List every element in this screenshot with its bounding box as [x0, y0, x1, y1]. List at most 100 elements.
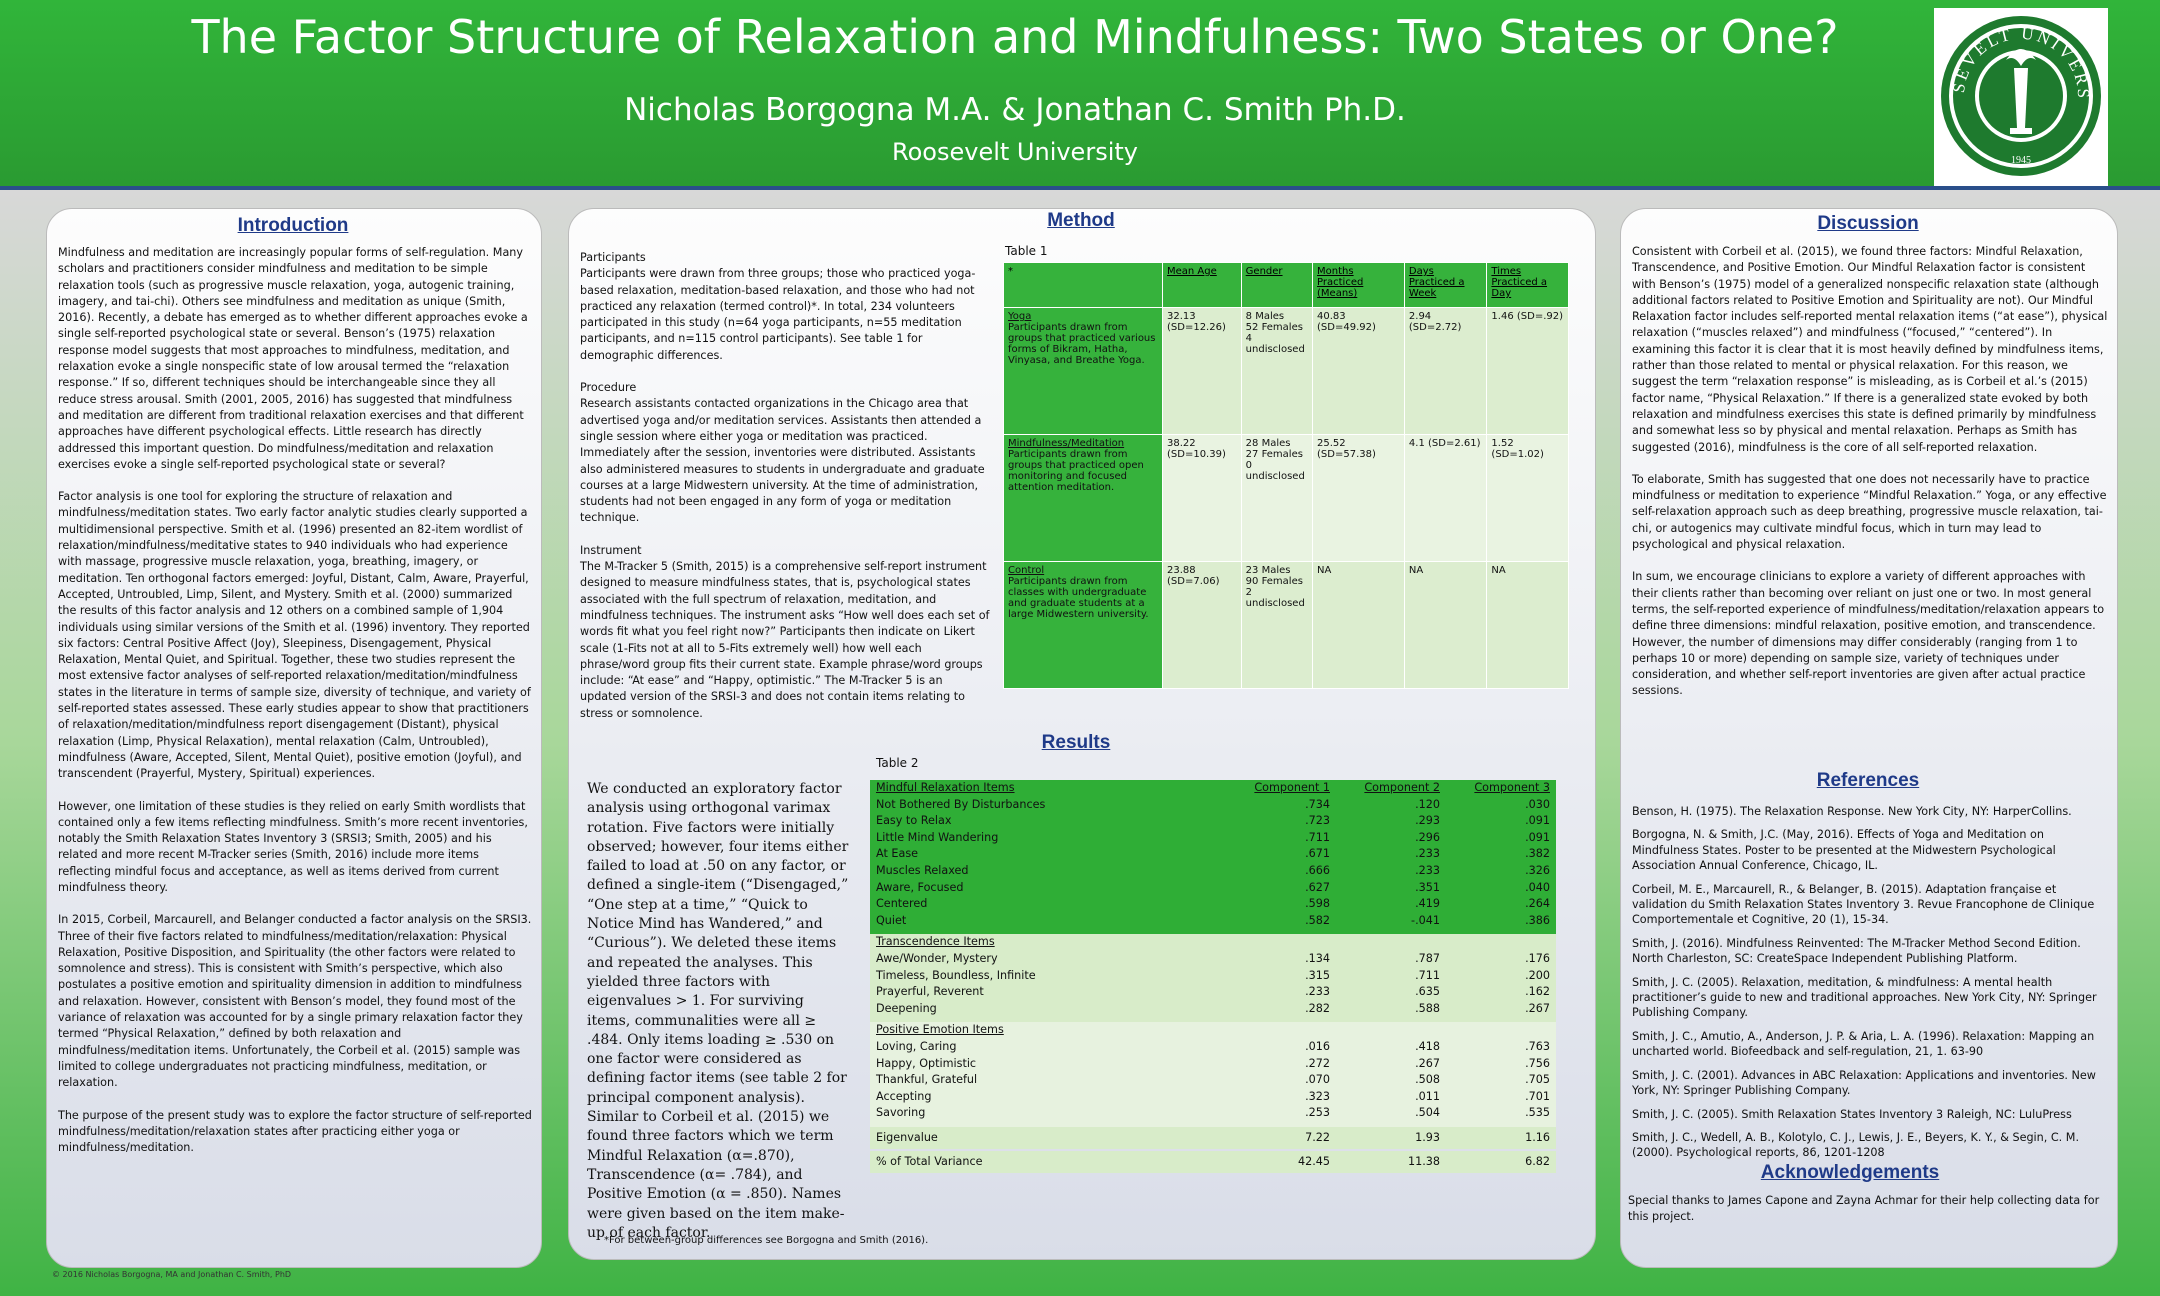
- row-title: Control: [1008, 565, 1045, 576]
- table-cell: Quiet: [870, 912, 1226, 930]
- table-cell: 7.22: [1226, 1126, 1336, 1149]
- table-cell: .598: [1226, 896, 1336, 913]
- table-cell: .711: [1336, 967, 1446, 985]
- introduction-text: Mindfulness and meditation are increasin…: [58, 245, 534, 1172]
- table-cell: 1.93: [1336, 1126, 1446, 1149]
- table-cell: .711: [1226, 829, 1336, 847]
- discussion-text: Consistent with Corbeil et al. (2015), w…: [1632, 244, 2108, 716]
- university-seal-icon: ROOSEVELT UNIVERSITY 1945: [1926, 0, 2101, 176]
- table-cell: Deepening: [870, 1000, 1226, 1018]
- table-cell: .016: [1226, 1038, 1336, 1056]
- table-cell: 23.88 (SD=7.06): [1162, 561, 1242, 689]
- instrument-heading: Instrument: [580, 543, 642, 557]
- logo-year: 1945: [2011, 155, 2031, 166]
- table-cell: .091: [1446, 813, 1556, 830]
- reference-item: Smith, J. (2016). Mindfulness Reinvented…: [1632, 936, 2081, 966]
- table-row: Control Participants drawn from classes w…: [1003, 561, 1569, 689]
- table-cell: .723: [1226, 813, 1336, 830]
- table-cell: 40.83 (SD=49.92): [1312, 307, 1405, 435]
- table-cell: Muscles Relaxed: [870, 862, 1226, 880]
- intro-paragraph: Factor analysis is one tool for explorin…: [58, 490, 531, 781]
- table-cell: Little Mind Wandering: [870, 829, 1226, 847]
- table-cell: Prayerful, Reverent: [870, 984, 1226, 1001]
- table-row: Mindfulness/Meditation Participants drawn…: [1003, 434, 1569, 562]
- table-cell: Eigenvalue: [870, 1126, 1226, 1149]
- table-cell: 1.52 (SD=1.02): [1486, 434, 1569, 562]
- table-row: Awe/Wonder, Mystery .134.787.176: [870, 950, 1556, 968]
- table-cell: Easy to Relax: [870, 813, 1226, 830]
- table-cell: 8 Males 52 Females 4 undisclosed: [1240, 307, 1314, 435]
- table-row: % of Total Variance 42.45 11.38 6.82: [870, 1150, 1556, 1173]
- results-text: We conducted an exploratory factor analy…: [587, 781, 849, 1241]
- table-cell: 42.45: [1226, 1150, 1336, 1173]
- table-row: [870, 1121, 1556, 1127]
- acknowledgements-text: Special thanks to James Capone and Zayna…: [1628, 1194, 2100, 1224]
- table-row: Savoring .253.504.535: [870, 1105, 1556, 1122]
- reference-item: Smith, J. C., Amutio, A., Anderson, J. P…: [1632, 1029, 2095, 1059]
- table-cell: [870, 929, 1556, 935]
- table-header: Component 2: [1336, 780, 1446, 797]
- table-cell: -.041: [1336, 912, 1446, 930]
- table-cell: [870, 1173, 1556, 1175]
- table-row: At Ease .671.233.382: [870, 846, 1556, 863]
- method-footnote: *For between-group differences see Borgo…: [604, 1235, 929, 1246]
- table-cell: NA: [1403, 561, 1488, 689]
- table-cell: 32.13 (SD=12.26): [1162, 307, 1242, 435]
- university-logo: ROOSEVELT UNIVERSITY 1945: [1926, 0, 2108, 188]
- intro-paragraph: However, one limitation of these studies…: [58, 799, 528, 894]
- table-row: Happy, Optimistic .272.267.756: [870, 1055, 1556, 1073]
- reference-item: Corbeil, M. E., Marcaurell, R., & Belang…: [1632, 882, 2095, 927]
- results-title: Results: [1041, 732, 1111, 753]
- discussion-paragraph: Consistent with Corbeil et al. (2015), w…: [1632, 245, 2108, 454]
- table-cell: .162: [1446, 984, 1556, 1001]
- table-row: Muscles Relaxed .666.233.326: [870, 862, 1556, 880]
- table-row: Yoga Participants drawn from groups that …: [1003, 307, 1569, 435]
- table-cell: .671: [1226, 846, 1336, 863]
- table-row-label: Yoga Participants drawn from groups that …: [1003, 307, 1163, 435]
- table-cell: .588: [1336, 1000, 1446, 1018]
- table-row: Quiet .582 -.041.386: [870, 912, 1556, 930]
- table-row: Eigenvalue 7.22 1.93 1.16: [870, 1126, 1556, 1149]
- table-cell: .635: [1336, 984, 1446, 1001]
- table-cell: .091: [1446, 829, 1556, 847]
- table2-caption: Table 2: [876, 756, 919, 770]
- table-cell: .323: [1226, 1088, 1336, 1106]
- table-cell: Accepting: [870, 1088, 1226, 1106]
- table-cell: .233: [1226, 984, 1336, 1001]
- table-cell: .582: [1226, 912, 1336, 930]
- table-cell: .763: [1446, 1038, 1556, 1056]
- table-cell: Centered: [870, 896, 1226, 913]
- table-cell: .351: [1336, 879, 1446, 897]
- table-cell: .233: [1336, 862, 1446, 880]
- procedure-heading: Procedure: [580, 381, 637, 395]
- table-cell: .282: [1226, 1000, 1336, 1018]
- table-row: Prayerful, Reverent .233.635.162: [870, 984, 1556, 1001]
- table-cell: 23 Males 90 Females 2 undisclosed: [1240, 561, 1314, 689]
- table-cell: .272: [1226, 1055, 1336, 1073]
- header-divider: [0, 186, 2160, 192]
- table-header: Days Practiced a Week: [1403, 262, 1488, 308]
- table-row: [870, 1173, 1556, 1175]
- table-header: Gender: [1240, 262, 1314, 308]
- table-cell: Happy, Optimistic: [870, 1055, 1226, 1073]
- table-cell: 25.52 (SD=57.38): [1312, 434, 1405, 562]
- table-cell: .508: [1336, 1072, 1446, 1089]
- instrument-text: The M-Tracker 5 (Smith, 2015) is a compr…: [580, 560, 990, 720]
- table-row: Not Bothered By Disturbances .734.120.030: [870, 796, 1556, 814]
- table-cell: .030: [1446, 796, 1556, 814]
- table-cell: % of Total Variance: [870, 1150, 1226, 1173]
- table-cell: .200: [1446, 967, 1556, 985]
- table-cell: .627: [1226, 879, 1336, 897]
- introduction-panel: [46, 208, 542, 1268]
- table-cell: 6.82: [1446, 1150, 1556, 1173]
- table-cell: NA: [1486, 561, 1569, 689]
- table-row: Timeless, Boundless, Infinite .315.711.20…: [870, 967, 1556, 985]
- introduction-title: Introduction: [237, 215, 349, 236]
- intro-paragraph: In 2015, Corbeil, Marcaurell, and Belang…: [58, 913, 532, 1090]
- table-cell: [1226, 1022, 1336, 1039]
- reference-item: Smith, J. C., Wedell, A. B., Kolotylo, C…: [1632, 1130, 2080, 1160]
- group-heading: Positive Emotion Items: [870, 1022, 1226, 1039]
- poster-affiliation: Roosevelt University: [892, 138, 1138, 166]
- table-cell: .293: [1336, 813, 1446, 830]
- table-cell: .386: [1446, 912, 1556, 930]
